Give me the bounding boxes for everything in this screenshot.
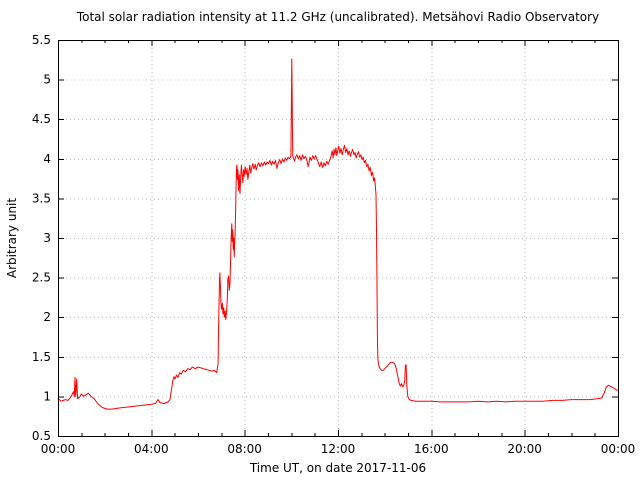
- y-tick-label: 2: [43, 310, 51, 324]
- y-tick-labels: 0.5 1 1.5 2 2.5 3 3.5 4 4.5 5 5.5: [32, 33, 51, 443]
- grid-lines: [58, 40, 618, 436]
- x-tick-label: 12:00: [321, 442, 356, 456]
- y-tick-label: 2.5: [32, 271, 51, 285]
- x-tick-label: 08:00: [227, 442, 262, 456]
- x-tick-label: 00:00: [601, 442, 636, 456]
- y-tick-label: 1.5: [32, 350, 51, 364]
- y-tick-label: 0.5: [32, 429, 51, 443]
- plot-border: [58, 40, 619, 437]
- x-tick-label: 04:00: [134, 442, 169, 456]
- y-tick-label: 1: [43, 389, 51, 403]
- y-tick-label: 4: [43, 152, 51, 166]
- chart-title: Total solar radiation intensity at 11.2 …: [76, 10, 599, 24]
- y-tick-label: 4.5: [32, 112, 51, 126]
- x-tick-label: 16:00: [414, 442, 449, 456]
- x-tick-labels: 00:00 04:00 08:00 12:00 16:00 20:00 00:00: [41, 442, 636, 456]
- x-tick-label: 20:00: [507, 442, 542, 456]
- y-tick-label: 5.5: [32, 33, 51, 47]
- y-axis-label: Arbitrary unit: [5, 198, 19, 278]
- y-tick-label: 5: [43, 73, 51, 87]
- y-tick-label: 3.5: [32, 191, 51, 205]
- y-tick-label: 3: [43, 231, 51, 245]
- flux-curve: [57, 58, 619, 410]
- x-tick-label: 00:00: [41, 442, 76, 456]
- x-axis-label: Time UT, on date 2017-11-06: [249, 461, 426, 475]
